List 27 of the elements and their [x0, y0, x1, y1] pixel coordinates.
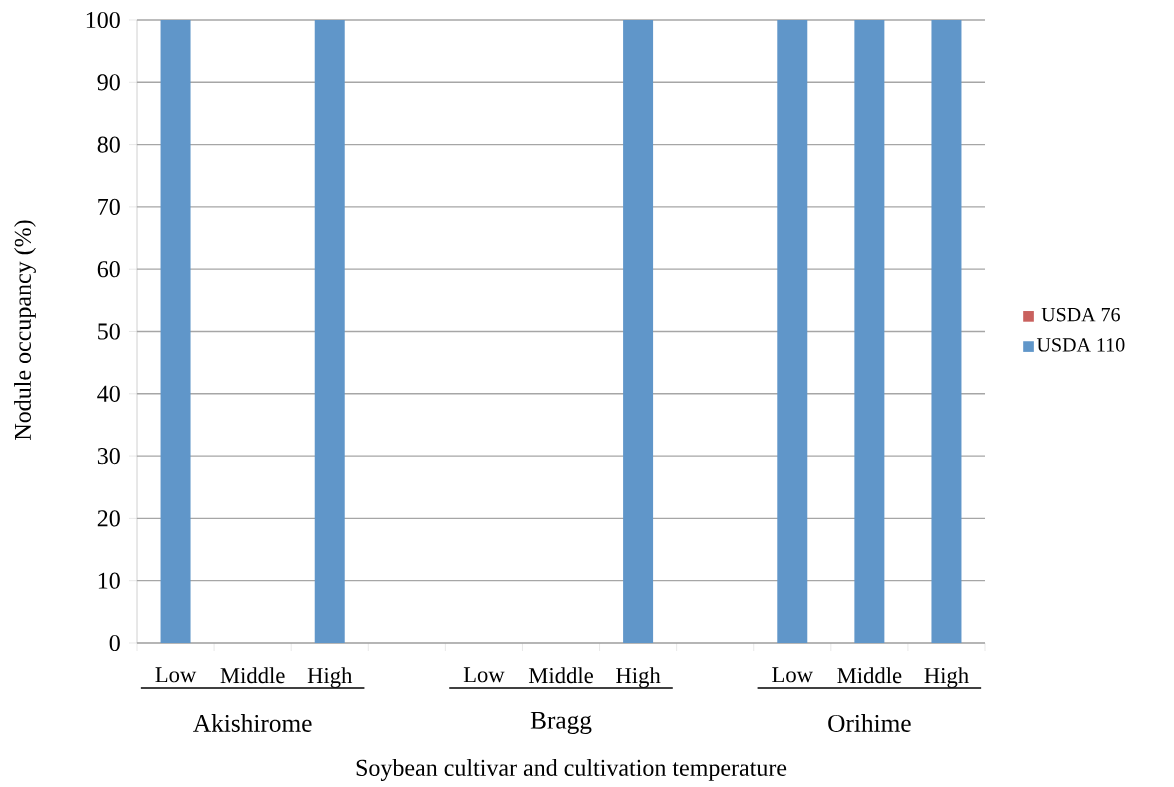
text: Akishirome — [193, 714, 312, 732]
y-tick-label: 40 — [97, 385, 120, 402]
y-tick-label: 50 — [98, 323, 120, 340]
y-axis-title: Nodule occupancy (%) — [14, 220, 36, 440]
y-tick-label: 60 — [97, 261, 120, 278]
text: Orihime — [828, 714, 911, 732]
x-tick-label: Low — [155, 667, 197, 683]
x-tick-label: High — [616, 667, 661, 688]
x-tick-label: Middle — [528, 667, 593, 684]
legend-label: USDA 76 — [1041, 307, 1120, 322]
text: Bragg — [530, 711, 592, 734]
x-tick-label: Middle — [837, 667, 902, 684]
x-axis-title: Soybean cultivar and cultivation temperature — [356, 759, 787, 781]
y-tick-label: 30 — [97, 447, 120, 465]
legend-label: USDA 110 — [1036, 338, 1125, 352]
x-tick-label: Low — [463, 667, 505, 683]
x-tick-label: Low — [772, 667, 813, 683]
y-tick-label: 70 — [98, 198, 120, 215]
y-tick-label: 90 — [97, 74, 120, 91]
x-tick-label: High — [307, 667, 353, 688]
x-tick-label: High — [924, 667, 969, 688]
y-tick-label: 10 — [98, 572, 120, 589]
y-tick-label: 100 — [86, 11, 120, 29]
y-tick-label: 80 — [97, 136, 120, 153]
y-tick-label: 20 — [97, 510, 120, 527]
y-tick-label: 0 — [109, 634, 120, 652]
x-tick-label: Middle — [220, 667, 285, 684]
